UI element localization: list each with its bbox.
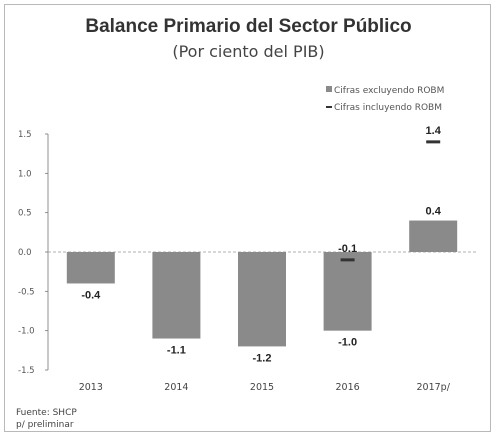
bar-2015	[238, 252, 286, 347]
bar-2016	[323, 252, 372, 331]
legend-label-markers: Cifras incluyendo ROBM	[334, 103, 442, 113]
marker-2017p/	[426, 140, 441, 144]
bar-label-2013: -0.4	[81, 289, 101, 301]
y-tick-label-2: 0.5	[18, 209, 32, 219]
preliminary-note: p/ preliminar	[16, 420, 74, 430]
x-label-2016: 2016	[336, 382, 360, 393]
marker-label-2016: -0.1	[338, 243, 357, 255]
y-tick-label-5: -1.0	[18, 327, 35, 337]
x-label-2013: 2013	[79, 382, 103, 393]
y-tick-label-4: -0.5	[18, 287, 35, 297]
x-label-2014: 2014	[164, 382, 188, 393]
chart-subtitle: (Por ciento del PIB)	[172, 42, 325, 61]
legend: Cifras excluyendo ROBM Cifras incluyendo…	[326, 86, 444, 113]
y-tick-label-3: 0.0	[18, 248, 32, 258]
bar-label-2016: -1.0	[338, 337, 357, 349]
x-label-2017p/: 2017p/	[416, 382, 450, 393]
source-note: Fuente: SHCP	[16, 408, 77, 418]
x-label-2015: 2015	[250, 382, 274, 393]
marker-2016	[340, 258, 355, 262]
bar-label-2015: -1.2	[253, 352, 272, 364]
bar-label-2014: -1.1	[167, 345, 186, 357]
bar-label-2017p/: 0.4	[426, 206, 442, 218]
bar-2017p/	[409, 220, 458, 252]
y-tick-label-6: -1.5	[18, 366, 35, 376]
chart-title: Balance Primario del Sector Público	[85, 16, 412, 37]
bar-2013	[66, 252, 115, 284]
bar-2014	[152, 252, 201, 339]
legend-label-bars: Cifras excluyendo ROBM	[334, 86, 444, 96]
chart-frame	[4, 4, 491, 432]
legend-swatch-markers	[326, 106, 332, 108]
legend-swatch-bars	[326, 86, 332, 92]
marker-label-2017p/: 1.4	[426, 125, 442, 137]
y-tick-label-1: 1.0	[18, 169, 32, 179]
y-tick-label-0: 1.5	[18, 130, 32, 140]
